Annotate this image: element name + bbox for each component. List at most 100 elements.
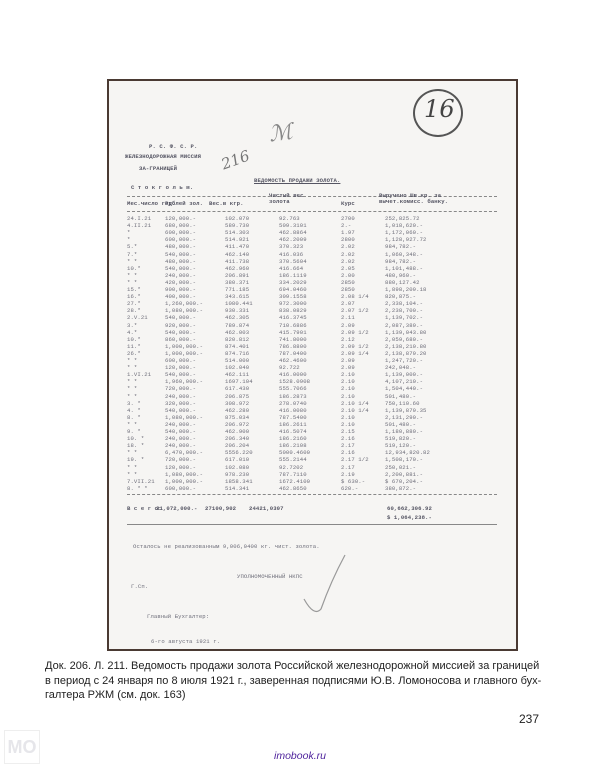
col-rate: 2.10 [341, 371, 355, 379]
col-rate: 2.02 [341, 250, 355, 258]
col-kg: 930.331 [225, 307, 250, 315]
col-kg: 1080.441 [225, 300, 253, 308]
table-row: * * 240,000.- 206.875 186.2873 2.10 501,480.- [109, 393, 516, 400]
divider [127, 494, 497, 495]
scanned-document: Р. С. Ф. С. Р. ЖЕЛЕЗНОДОРОЖНАЯ МИССИЯ ЗА… [107, 79, 518, 651]
col-rubles: 1,000,000.- [165, 342, 204, 350]
col-proceeds: 501,480.- [385, 392, 417, 400]
col-date: 9. * [127, 428, 141, 435]
abroad-header: ЗА-ГРАНИЦЕЙ [139, 165, 178, 172]
col-date: * * [127, 357, 138, 364]
col-date: * [127, 236, 131, 244]
col-kg: 308.972 [225, 399, 250, 407]
col-kg: 617.430 [225, 385, 250, 393]
col-pure-weight: 787.7110 [279, 470, 307, 478]
col-proceeds: 1,101,488.- [385, 264, 424, 272]
authorized-label: УПОЛНОМОЧЕННЫЙ НКПС [237, 573, 303, 580]
col-rate: 2.- [341, 222, 352, 230]
col-pure-weight: 416.3745 [279, 314, 307, 322]
col-pure-weight: 415.7901 [279, 328, 307, 336]
col-proceeds: 380,872.- [385, 484, 417, 492]
col-proceeds: 2,338,104.- [385, 300, 424, 308]
table-row: 3. * 320,000.- 308.972 278.0740 2.10 1/4 750,… [109, 400, 516, 407]
col-pure-weight: 416.0080 [279, 406, 307, 414]
col-rate: 2.17 1/2 [341, 456, 369, 464]
col-rubles: 1,260,000.- [165, 300, 204, 308]
col-date: 18. * [127, 442, 145, 450]
table-row: 10. * 240,000.- 206.340 186.2160 2.16 519,820… [109, 435, 516, 442]
col-kg: 462.003 [225, 328, 250, 336]
col-proceeds: 1,247,720.- [385, 357, 424, 364]
col-kg: 514.303 [225, 229, 250, 237]
col-rate: 2.17 [341, 442, 355, 450]
col-kg: 102.040 [225, 364, 250, 372]
col-rubles: 540,000.- [165, 428, 197, 435]
document-title: ВЕДОМОСТЬ ПРОДАЖИ ЗОЛОТА. [254, 177, 341, 184]
col-rubles: 540,000.- [165, 250, 197, 258]
col-date: * * [127, 392, 138, 400]
col-rate: 2.10 1/4 [341, 406, 369, 414]
caption-line: в период с 24 января по 8 июля 1921 г., … [45, 674, 542, 687]
divider [127, 524, 497, 525]
col-date: 10. * [127, 435, 145, 443]
col-rubles: 480,000.- [165, 257, 197, 265]
caption-line: Док. 206. Л. 211. Ведомость продажи золо… [45, 660, 540, 672]
totals-proceeds-usd: $ 1,064,238.- [387, 514, 432, 521]
col-rubles: 540,000.- [165, 328, 197, 336]
col-rate: 2.07 1/2 [341, 307, 369, 315]
col-proceeds: 242,048.- [385, 364, 417, 372]
table-row: 8. * * 600,000.- 514.341 462.8650 620.- 380,8… [109, 485, 516, 492]
col-date: 28.* [127, 307, 141, 315]
col-date: 8. * [127, 413, 141, 421]
col-date: * * [127, 463, 138, 471]
col-date: * * [127, 470, 138, 478]
col-rate: 2.02 [341, 243, 355, 251]
col-kg: 462.305 [225, 314, 250, 322]
col-rubles: 240,000.- [165, 420, 197, 428]
totals-proceeds-sek: 60,662,306.92 [387, 505, 432, 512]
col-rubles: 240,000.- [165, 271, 197, 279]
col-date: * * [127, 278, 138, 286]
totals-row: В с е г о: 31,072,000.- 27100,902 24421,… [109, 505, 516, 521]
col-rate: 2.10 1/4 [341, 399, 369, 407]
col-proceeds: 2,238,700.- [385, 307, 424, 315]
col-rate: 1.97 [341, 229, 355, 237]
col-kg: 514.341 [225, 484, 250, 492]
figure-caption: Док. 206. Л. 211. Ведомость продажи золо… [45, 659, 565, 703]
col-pure-weight-header: Чистый вес золота [269, 192, 304, 205]
col-rate: 2.11 [341, 314, 355, 322]
caption-line: галтера РЖМ (см. док. 163) [45, 689, 186, 702]
col-date: 27.* [127, 300, 141, 308]
col-pure-weight: 462.8864 [279, 229, 307, 237]
document-date: 6-го августа 1921 г. [151, 638, 221, 645]
totals-pure: 24421,0307 [249, 505, 284, 512]
table-row: 26.* 1,000,000.- 874.716 787.0400 2.09 1/4 2,… [109, 350, 516, 357]
col-pure-weight: 787.5400 [279, 413, 307, 421]
circled-number: 16 [413, 89, 463, 137]
col-proceeds: 519,120.- [385, 442, 417, 450]
table-row: 24.I.21 120,000.- 102.070 92.763 2700 252,825… [109, 215, 516, 222]
mission-header: ЖЕЛЕЗНОДОРОЖНАЯ МИССИЯ [125, 153, 202, 160]
col-proceeds: 250,021.- [385, 463, 417, 471]
col-rubles: 600,000.- [165, 484, 197, 492]
col-rate: 2.10 [341, 420, 355, 428]
col-pure-weight: 186.1119 [279, 271, 307, 279]
col-date: 5.* [127, 243, 138, 251]
col-kg: 411.738 [225, 257, 250, 265]
col-rubles: 600,000.- [165, 236, 197, 244]
col-proceeds: 820,875.- [385, 293, 417, 301]
col-kg: 589.730 [225, 222, 250, 230]
table-row: 10.* 540,000.- 462.960 416.664 2.05 1,101,488… [109, 265, 516, 272]
col-pure-weight: 555.7066 [279, 385, 307, 393]
chief-accountant-label: Главный Бухгалтер: [147, 613, 210, 620]
col-rubles: 120,000.- [165, 364, 197, 372]
site-link[interactable]: imobook.ru [274, 750, 326, 762]
col-rate: 2.16 [341, 449, 355, 457]
col-pure-weight: 92.722 [279, 364, 300, 372]
col-kg: 206.875 [225, 392, 250, 400]
col-rubles: 540,000.- [165, 314, 197, 322]
city-header: С т о к г о л ь м. [131, 184, 194, 191]
col-kg: 617.010 [225, 456, 250, 464]
col-rubles: 240,000.- [165, 435, 197, 443]
col-rubles: 240,000.- [165, 392, 197, 400]
